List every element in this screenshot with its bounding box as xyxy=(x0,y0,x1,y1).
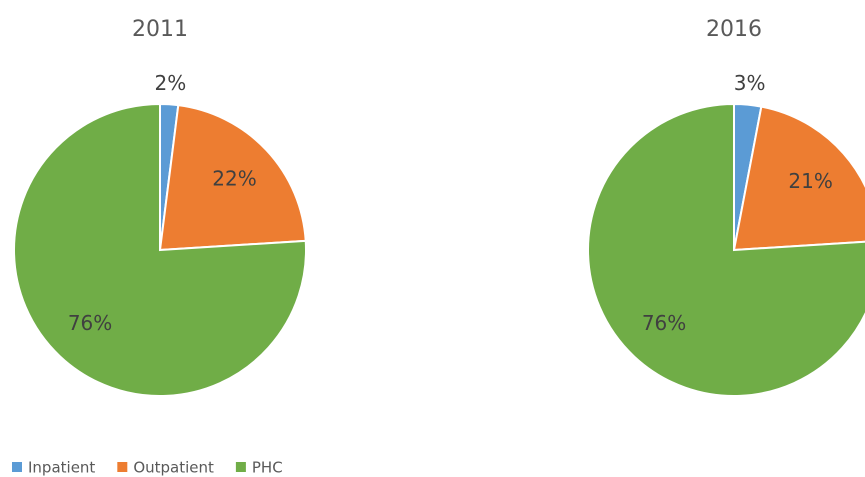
data-label: 76% xyxy=(642,311,686,335)
pie-slice xyxy=(158,104,307,252)
chart-title: 2011 xyxy=(132,17,188,42)
data-label: 3% xyxy=(734,71,766,95)
pie-slice xyxy=(587,102,865,397)
legend-swatch xyxy=(235,462,246,472)
legend-swatch xyxy=(117,462,128,472)
legend-label: PHC xyxy=(252,459,283,477)
data-label: 2% xyxy=(155,71,187,95)
legend-label: Outpatient xyxy=(133,459,214,477)
data-label: 22% xyxy=(212,167,256,191)
data-label: 76% xyxy=(68,311,112,335)
chart-title: 2016 xyxy=(706,17,762,42)
pie-slice xyxy=(13,102,307,397)
data-label: 21% xyxy=(788,169,832,193)
legend-swatch xyxy=(12,462,22,472)
legend-label: Inpatient xyxy=(28,459,95,477)
pie-slice xyxy=(732,105,865,252)
